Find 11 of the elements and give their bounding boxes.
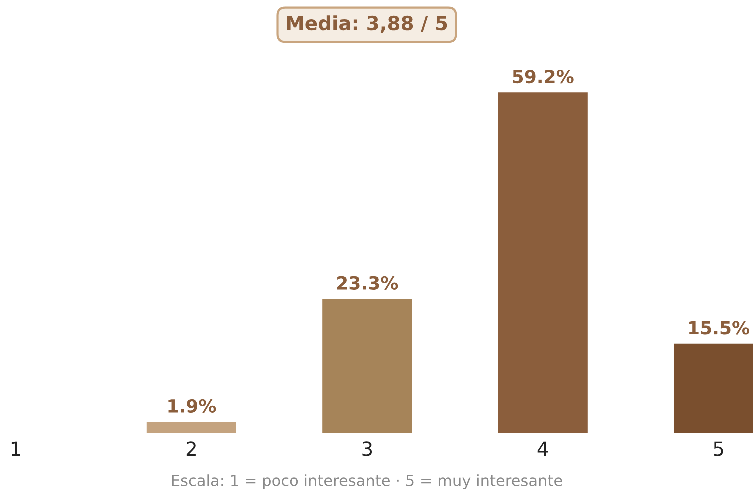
x-tick-label: 5 — [714, 442, 724, 456]
chart-title: Media: 3,88 / 5 — [287, 16, 448, 34]
data-label: 59.2% — [513, 70, 574, 84]
data-label: 15.5% — [690, 321, 750, 335]
text: Escala: 1 = poco interesante · 5 = muy interesante — [172, 474, 562, 490]
x-tick-label: 3 — [362, 442, 372, 456]
data-label: 1.9% — [168, 399, 216, 413]
x-tick-label: 4 — [538, 442, 548, 456]
x-tick-label: 2 — [186, 442, 196, 456]
data-label: 23.3% — [338, 276, 398, 290]
x-tick-label: 1 — [12, 442, 20, 456]
